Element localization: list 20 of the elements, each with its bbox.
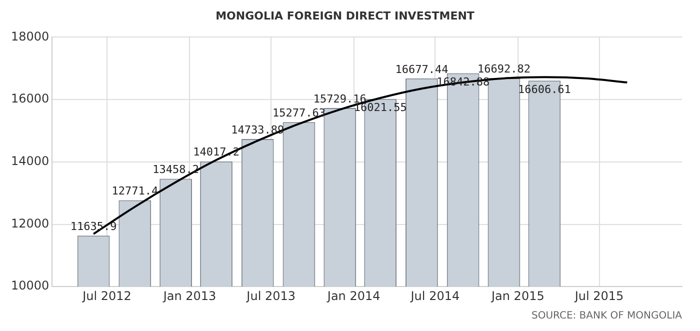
- x-tick-label: Jan 2015: [490, 288, 544, 303]
- source-note: SOURCE: BANK OF MONGOLIA: [531, 310, 682, 322]
- y-tick-label: 10000: [10, 278, 50, 293]
- data-label: 13458.2: [152, 163, 199, 176]
- data-label: 16692.82: [477, 62, 530, 76]
- x-tick-label: Jul 2015: [574, 288, 624, 303]
- x-tick-label: Jul 2013: [246, 288, 296, 303]
- chart-title: MONGOLIA FOREIGN DIRECT INVESTMENT: [216, 9, 475, 22]
- x-tick-label: Jan 2014: [326, 288, 380, 303]
- x-tick-label: Jul 2012: [82, 288, 132, 303]
- y-tick-label: 12000: [10, 216, 50, 230]
- data-label: 16021.55: [354, 101, 407, 114]
- y-tick-label: 18000: [10, 29, 50, 44]
- x-tick-label: Jul 2014: [410, 288, 460, 303]
- data-label: 12771.4: [112, 184, 158, 198]
- data-label: 16606.61: [518, 83, 571, 96]
- y-tick-label: 16000: [10, 92, 50, 106]
- y-tick-label: 14000: [10, 154, 50, 168]
- x-tick-label: Jan 2013: [162, 288, 216, 303]
- data-label: 16677.44: [395, 62, 449, 76]
